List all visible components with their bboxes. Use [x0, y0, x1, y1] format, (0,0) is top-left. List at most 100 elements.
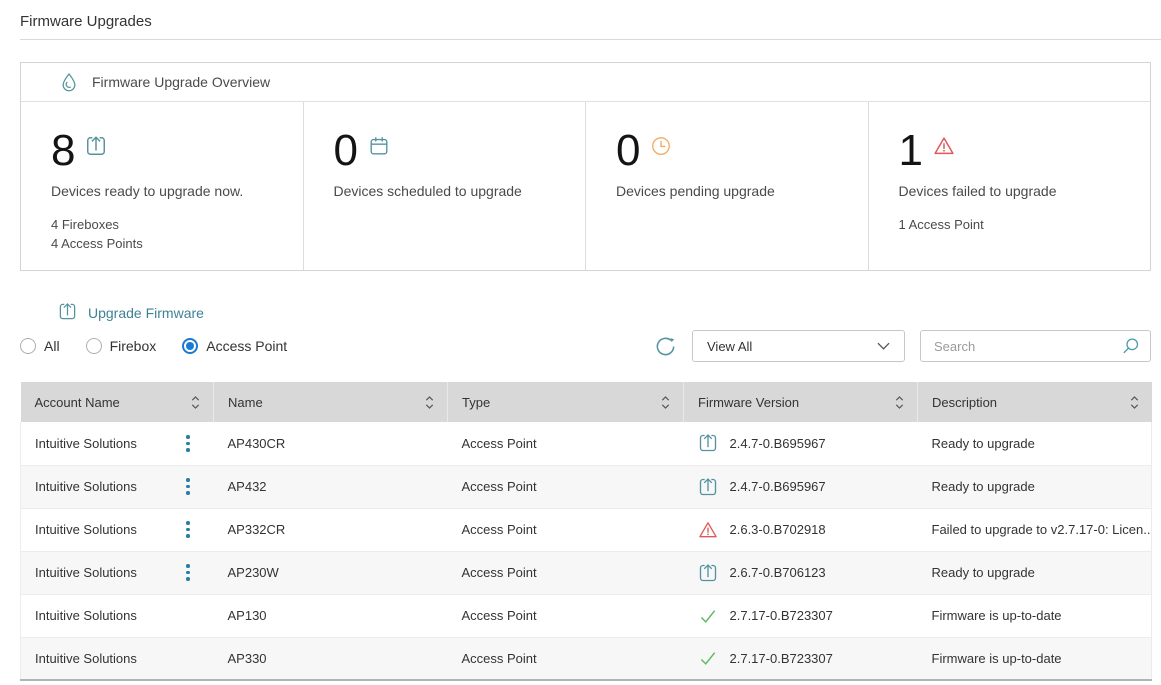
- account-name-cell: Intuitive Solutions: [35, 522, 137, 537]
- account-name-cell: Intuitive Solutions: [35, 565, 137, 580]
- stat-scheduled: 0 Devices scheduled to upgrade: [302, 102, 586, 270]
- device-name-cell: AP330: [213, 637, 448, 681]
- column-label: Description: [932, 394, 998, 410]
- chevron-down-icon: [877, 342, 890, 350]
- sort-icon: [660, 393, 671, 412]
- row-actions-kebab-icon[interactable]: [180, 517, 196, 542]
- view-all-selected-value: View All: [707, 338, 753, 354]
- stat-ready-sub-fireboxes: 4 Fireboxes: [51, 217, 119, 233]
- stat-pending: 0 Devices pending upgrade: [585, 102, 868, 270]
- upload-icon: [698, 563, 718, 583]
- radio-firebox-label: Firebox: [109, 338, 157, 354]
- stat-failed-value: 1: [898, 126, 923, 175]
- stat-ready-label: Devices ready to upgrade now.: [51, 183, 244, 200]
- stat-pending-value: 0: [616, 126, 641, 175]
- check-icon: [698, 606, 718, 626]
- row-actions-kebab-icon[interactable]: [180, 474, 196, 499]
- overview-title: Firmware Upgrade Overview: [92, 74, 271, 90]
- stat-scheduled-label: Devices scheduled to upgrade: [333, 183, 522, 200]
- firmware-upgrade-overview-card: Firmware Upgrade Overview 8 Devices read…: [20, 62, 1151, 271]
- column-header-name[interactable]: Name: [213, 382, 448, 422]
- radio-access-point-label: Access Point: [206, 338, 288, 354]
- device-type-filter: All Firebox Access Point: [20, 338, 287, 354]
- row-actions-kebab-icon[interactable]: [180, 560, 196, 585]
- sort-icon: [190, 393, 201, 412]
- upload-icon: [85, 135, 107, 162]
- table-row: Intuitive Solutions AP332CR Access Point…: [20, 508, 1152, 552]
- column-header-type[interactable]: Type: [447, 382, 684, 422]
- stat-failed-label: Devices failed to upgrade: [898, 183, 1057, 200]
- device-type-cell: Access Point: [447, 422, 684, 466]
- firmware-version-cell: 2.6.3-0.B702918: [729, 522, 826, 537]
- stat-ready-to-upgrade: 8 Devices ready to upgrade now. 4 Firebo…: [21, 102, 303, 270]
- description-cell: Ready to upgrade: [917, 422, 1152, 466]
- device-type-cell: Access Point: [447, 508, 684, 552]
- firmware-version-cell: 2.7.17-0.B723307: [729, 608, 833, 623]
- clock-icon: [650, 135, 672, 162]
- warning-icon: [698, 520, 718, 540]
- radio-firebox-input[interactable]: [85, 338, 102, 354]
- stat-ready-sub-accesspoints: 4 Access Points: [51, 236, 143, 252]
- column-label: Firmware Version: [698, 394, 800, 410]
- firmware-version-cell: 2.4.7-0.B695967: [729, 435, 826, 451]
- column-label: Account Name: [34, 394, 120, 410]
- sort-icon: [1129, 393, 1140, 412]
- column-header-firmware-version[interactable]: Firmware Version: [683, 382, 918, 422]
- firmware-version-cell: 2.6.7-0.B706123: [729, 565, 826, 580]
- search-input[interactable]: [920, 330, 1151, 362]
- description-cell: Firmware is up-to-date: [917, 637, 1152, 681]
- table-row: Intuitive Solutions AP330 Access Point 2…: [20, 637, 1152, 681]
- upload-icon: [698, 477, 718, 497]
- sort-icon: [894, 393, 905, 412]
- account-name-cell: Intuitive Solutions: [35, 435, 137, 451]
- device-type-cell: Access Point: [447, 465, 684, 509]
- refresh-icon[interactable]: [654, 335, 677, 358]
- check-icon: [698, 648, 718, 668]
- table-row: Intuitive Solutions AP432 Access Point 2…: [20, 465, 1152, 509]
- search-icon: [1121, 336, 1141, 361]
- device-name-cell: AP432: [213, 465, 448, 509]
- device-name-cell: AP430CR: [213, 422, 448, 466]
- radio-access-point-input[interactable]: [182, 338, 199, 354]
- stat-pending-label: Devices pending upgrade: [616, 183, 775, 200]
- device-name-cell: AP332CR: [213, 508, 448, 552]
- firmware-table: Account Name Name Type Firmware Version …: [20, 382, 1152, 681]
- table-row: Intuitive Solutions AP130 Access Point 2…: [20, 594, 1152, 638]
- device-name-cell: AP230W: [213, 551, 448, 595]
- column-header-account-name[interactable]: Account Name: [20, 382, 214, 422]
- firmware-version-cell: 2.4.7-0.B695967: [729, 479, 826, 494]
- upgrade-firmware-label: Upgrade Firmware: [88, 305, 204, 321]
- account-name-cell: Intuitive Solutions: [35, 608, 137, 623]
- warning-icon: [933, 135, 955, 162]
- stat-ready-value: 8: [51, 126, 76, 175]
- view-all-dropdown[interactable]: View All: [692, 330, 905, 362]
- description-cell: Ready to upgrade: [917, 551, 1152, 595]
- stat-scheduled-value: 0: [333, 126, 358, 175]
- page-title: Firmware Upgrades: [20, 13, 152, 30]
- device-type-cell: Access Point: [447, 637, 684, 681]
- description-cell: Firmware is up-to-date: [917, 594, 1152, 638]
- title-divider: [20, 39, 1161, 40]
- stat-failed: 1 Devices failed to upgrade 1 Access Poi…: [867, 102, 1151, 270]
- account-name-cell: Intuitive Solutions: [35, 650, 137, 666]
- calendar-icon: [368, 135, 390, 162]
- radio-all-input[interactable]: [20, 338, 36, 354]
- stat-failed-sub-accesspoint: 1 Access Point: [898, 217, 984, 233]
- description-cell: Ready to upgrade: [917, 465, 1152, 509]
- sort-icon: [424, 393, 435, 412]
- table-row: Intuitive Solutions AP230W Access Point …: [20, 551, 1152, 595]
- column-label: Name: [228, 394, 263, 410]
- radio-firebox[interactable]: Firebox: [85, 338, 157, 354]
- column-header-description[interactable]: Description: [917, 382, 1152, 422]
- radio-access-point[interactable]: Access Point: [182, 338, 287, 354]
- device-type-cell: Access Point: [447, 551, 684, 595]
- device-name-cell: AP130: [213, 594, 448, 638]
- upload-icon: [58, 302, 77, 324]
- upgrade-firmware-button[interactable]: Upgrade Firmware: [58, 302, 204, 324]
- radio-all[interactable]: All: [20, 338, 60, 354]
- row-actions-kebab-icon[interactable]: [180, 431, 196, 456]
- table-row: Intuitive Solutions AP430CR Access Point…: [20, 422, 1152, 466]
- firmware-drop-icon: [59, 72, 79, 92]
- upload-icon: [698, 433, 718, 453]
- description-cell: Failed to upgrade to v2.7.17-0: Licen...: [917, 508, 1152, 552]
